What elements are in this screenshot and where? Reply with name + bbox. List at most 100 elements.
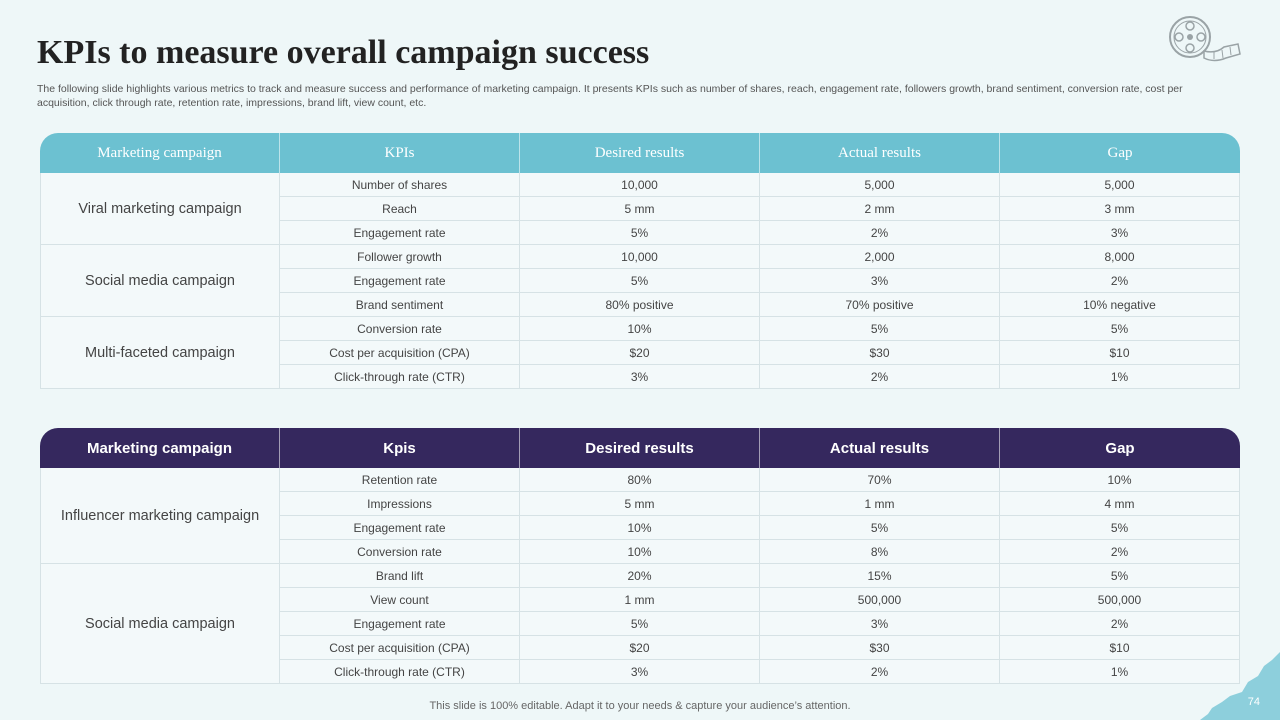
kpi-cell: Reach	[280, 197, 520, 221]
kpi-cell: Click-through rate (CTR)	[280, 365, 520, 389]
actual-cell: 3%	[760, 269, 1000, 293]
table-row: Brand sentiment 80% positive 70% positive 1…	[40, 293, 1240, 317]
table-row: Impressions 5 mm 1 mm 4 mm	[40, 492, 1240, 516]
table-row: Viral marketing campaign Number of shares…	[40, 173, 1240, 245]
desired-cell: 80% positive	[520, 293, 760, 317]
desired-cell: 80%	[520, 468, 760, 492]
gap-cell: 4 mm	[1000, 492, 1240, 516]
gap-cell: 10% negative	[1000, 293, 1240, 317]
desired-cell: 5%	[520, 269, 760, 293]
actual-cell: 2%	[760, 365, 1000, 389]
actual-cell: 2%	[760, 221, 1000, 245]
desired-cell: 10%	[520, 317, 760, 341]
kpi-table-1: Marketing campaign KPIs Desired results Act…	[40, 133, 1240, 389]
gap-cell: 3 mm	[1000, 197, 1240, 221]
desired-cell: 1 mm	[520, 588, 760, 612]
gap-cell: 8,000	[1000, 245, 1240, 269]
gap-cell: 5,000	[1000, 173, 1240, 197]
actual-cell: 2 mm	[760, 197, 1000, 221]
actual-cell: 15%	[760, 564, 1000, 588]
desired-cell: 3%	[520, 365, 760, 389]
gap-cell: 5%	[1000, 564, 1240, 588]
kpi-cell: Engagement rate	[280, 516, 520, 540]
gap-cell: 10%	[1000, 468, 1240, 492]
column-header: Actual results	[760, 133, 1000, 173]
campaign-name-cell: Influencer marketing campaign	[40, 468, 280, 564]
actual-cell: 2,000	[760, 245, 1000, 269]
table-row: Multi-faceted campaign Conversion rate 10%…	[40, 317, 1240, 389]
gap-cell: 2%	[1000, 540, 1240, 564]
desired-cell: $20	[520, 636, 760, 660]
campaign-name-cell: Social media campaign	[40, 564, 280, 684]
gap-cell: 1%	[1000, 365, 1240, 389]
gap-cell: 500,000	[1000, 588, 1240, 612]
table-row: Engagement rate 5% 2% 3%	[40, 221, 1240, 245]
gap-cell: 2%	[1000, 612, 1240, 636]
desired-cell: 5%	[520, 612, 760, 636]
actual-cell: 5%	[760, 317, 1000, 341]
kpi-cell: Retention rate	[280, 468, 520, 492]
gap-cell: $10	[1000, 341, 1240, 365]
actual-cell: 1 mm	[760, 492, 1000, 516]
column-header: Kpis	[280, 428, 520, 468]
desired-cell: 10%	[520, 540, 760, 564]
kpi-table-2: Marketing campaign Kpis Desired results Act…	[40, 428, 1240, 684]
desired-cell: 20%	[520, 564, 760, 588]
column-header: Desired results	[520, 133, 760, 173]
actual-cell: $30	[760, 341, 1000, 365]
table-row: Click-through rate (CTR) 3% 2% 1%	[40, 365, 1240, 389]
desired-cell: 3%	[520, 660, 760, 684]
actual-cell: 5,000	[760, 173, 1000, 197]
gap-cell: $10	[1000, 636, 1240, 660]
kpi-cell: Brand sentiment	[280, 293, 520, 317]
column-header: Marketing campaign	[40, 133, 280, 173]
desired-cell: 5%	[520, 221, 760, 245]
actual-cell: 3%	[760, 612, 1000, 636]
table-row: Reach 5 mm 2 mm 3 mm	[40, 197, 1240, 221]
table-row: Engagement rate 5% 3% 2%	[40, 612, 1240, 636]
page-number: 74	[1247, 696, 1260, 708]
kpi-cell: Brand lift	[280, 564, 520, 588]
gap-cell: 5%	[1000, 317, 1240, 341]
desired-cell: 10,000	[520, 245, 760, 269]
kpi-cell: Number of shares	[280, 173, 520, 197]
slide-footer: This slide is 100% editable. Adapt it to…	[429, 700, 851, 712]
campaign-name-cell: Social media campaign	[40, 245, 280, 317]
corner-decoration	[1200, 652, 1280, 720]
campaign-name-cell: Multi-faceted campaign	[40, 317, 280, 389]
kpi-cell: Engagement rate	[280, 221, 520, 245]
table-row: Influencer marketing campaign Retention r…	[40, 468, 1240, 564]
kpi-cell: Engagement rate	[280, 612, 520, 636]
actual-cell: $30	[760, 636, 1000, 660]
table-row: Engagement rate 5% 3% 2%	[40, 269, 1240, 293]
desired-cell: $20	[520, 341, 760, 365]
slide-subtitle: The following slide highlights various m…	[37, 83, 1183, 109]
actual-cell: 70%	[760, 468, 1000, 492]
kpi-cell: Impressions	[280, 492, 520, 516]
table-row: Conversion rate 10% 8% 2%	[40, 540, 1240, 564]
campaign-name-cell: Viral marketing campaign	[40, 173, 280, 245]
desired-cell: 10,000	[520, 173, 760, 197]
kpi-cell: Follower growth	[280, 245, 520, 269]
actual-cell: 70% positive	[760, 293, 1000, 317]
kpi-cell: Conversion rate	[280, 317, 520, 341]
table-row: Social media campaign Follower growth 10,0…	[40, 245, 1240, 317]
table-row: Engagement rate 10% 5% 5%	[40, 516, 1240, 540]
table-row: Social media campaign Brand lift 20% 15% 5%	[40, 564, 1240, 684]
desired-cell: 10%	[520, 516, 760, 540]
table-row: Cost per acquisition (CPA) $20 $30 $10	[40, 341, 1240, 365]
gap-cell: 1%	[1000, 660, 1240, 684]
column-header: Desired results	[520, 428, 760, 468]
column-header: Gap	[1000, 133, 1240, 173]
actual-cell: 500,000	[760, 588, 1000, 612]
table-row: View count 1 mm 500,000 500,000	[40, 588, 1240, 612]
actual-cell: 2%	[760, 660, 1000, 684]
table-row: Click-through rate (CTR) 3% 2% 1%	[40, 660, 1240, 684]
kpi-cell: Click-through rate (CTR)	[280, 660, 520, 684]
gap-cell: 5%	[1000, 516, 1240, 540]
desired-cell: 5 mm	[520, 492, 760, 516]
kpi-cell: Cost per acquisition (CPA)	[280, 636, 520, 660]
column-header: Marketing campaign	[40, 428, 280, 468]
column-header: Gap	[1000, 428, 1240, 468]
actual-cell: 8%	[760, 540, 1000, 564]
